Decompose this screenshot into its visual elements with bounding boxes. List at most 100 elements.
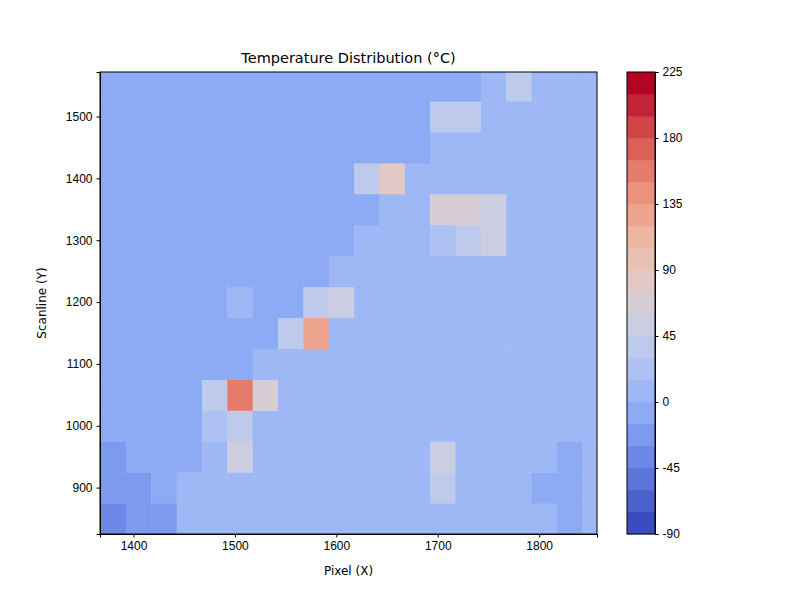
cell — [202, 194, 228, 225]
plot-frame — [100, 72, 597, 534]
cell — [253, 225, 279, 256]
cell — [126, 163, 152, 194]
cell — [329, 72, 355, 102]
colorbar-tick-label: 0 — [663, 395, 670, 409]
colorbar-band — [627, 226, 655, 248]
cell — [303, 132, 329, 163]
cell — [126, 441, 152, 472]
cell — [354, 256, 380, 287]
cell — [253, 410, 279, 441]
cell — [329, 132, 355, 163]
cell — [456, 379, 482, 410]
cell — [202, 379, 228, 410]
cell — [532, 256, 558, 287]
cell — [481, 472, 507, 503]
cell — [582, 410, 597, 441]
cell — [557, 503, 583, 534]
cell — [278, 225, 304, 256]
cell — [405, 132, 431, 163]
colorbar-band — [627, 490, 655, 512]
cell — [278, 318, 304, 349]
cell — [582, 72, 597, 102]
cell — [379, 503, 405, 534]
x-tick: 1600 — [323, 534, 350, 553]
cell — [100, 503, 126, 534]
cell — [379, 194, 405, 225]
cell — [151, 72, 177, 102]
cell — [405, 72, 431, 102]
cell — [481, 348, 507, 379]
cell — [430, 318, 456, 349]
x-tick-mark — [235, 534, 236, 538]
colorbar-band — [627, 248, 655, 270]
cell — [354, 318, 380, 349]
colorbar-band — [627, 116, 655, 138]
cell — [557, 441, 583, 472]
cell — [532, 287, 558, 318]
cell — [582, 472, 597, 503]
cell — [456, 348, 482, 379]
cell — [506, 101, 532, 132]
cell — [582, 348, 597, 379]
cell — [303, 256, 329, 287]
cell — [329, 410, 355, 441]
cell — [253, 318, 279, 349]
cell — [278, 256, 304, 287]
colorbar-tick-label: 135 — [663, 197, 683, 211]
colorbar-tick: 180 — [655, 131, 683, 145]
cell — [253, 256, 279, 287]
cell — [151, 225, 177, 256]
cell — [100, 472, 126, 503]
y-tick: 1400 — [66, 172, 100, 186]
cell — [303, 441, 329, 472]
colorbar-axis: -90-4504590135180225 — [655, 65, 683, 541]
cell — [430, 472, 456, 503]
y-tick-mark — [97, 426, 101, 427]
cell — [126, 132, 152, 163]
x-tick-mark — [336, 534, 337, 538]
cell — [506, 132, 532, 163]
x-tick-mark — [438, 534, 439, 538]
cell — [405, 163, 431, 194]
cell — [481, 256, 507, 287]
cell — [430, 410, 456, 441]
cell — [227, 225, 253, 256]
colorbar-tick-mark — [655, 270, 659, 271]
cell — [177, 194, 203, 225]
colorbar-band — [627, 446, 655, 468]
cell — [456, 318, 482, 349]
cell — [303, 503, 329, 534]
y-tick-mark — [97, 240, 101, 241]
cell — [481, 194, 507, 225]
cell — [253, 194, 279, 225]
x-tick: 1500 — [222, 534, 249, 553]
cell — [481, 225, 507, 256]
y-tick: 900 — [72, 481, 100, 495]
cell — [532, 318, 558, 349]
cell — [303, 101, 329, 132]
cell — [481, 132, 507, 163]
cell — [430, 163, 456, 194]
cell — [506, 225, 532, 256]
cell — [151, 132, 177, 163]
cell — [354, 287, 380, 318]
colorbar-tick: -45 — [655, 461, 680, 475]
cell — [582, 225, 597, 256]
colorbar-tick-label: -45 — [663, 461, 681, 475]
y-tick-mark — [97, 302, 101, 303]
cell — [532, 72, 558, 102]
colorbar-band — [627, 138, 655, 160]
cell — [557, 287, 583, 318]
y-tick-mark — [97, 488, 101, 489]
cell — [405, 287, 431, 318]
cell — [151, 472, 177, 503]
cell — [253, 379, 279, 410]
cell — [202, 101, 228, 132]
colorbar-band — [627, 424, 655, 446]
colorbar-band — [627, 160, 655, 182]
cell — [354, 163, 380, 194]
cell — [303, 379, 329, 410]
cell — [557, 379, 583, 410]
cell — [405, 101, 431, 132]
cell — [379, 472, 405, 503]
